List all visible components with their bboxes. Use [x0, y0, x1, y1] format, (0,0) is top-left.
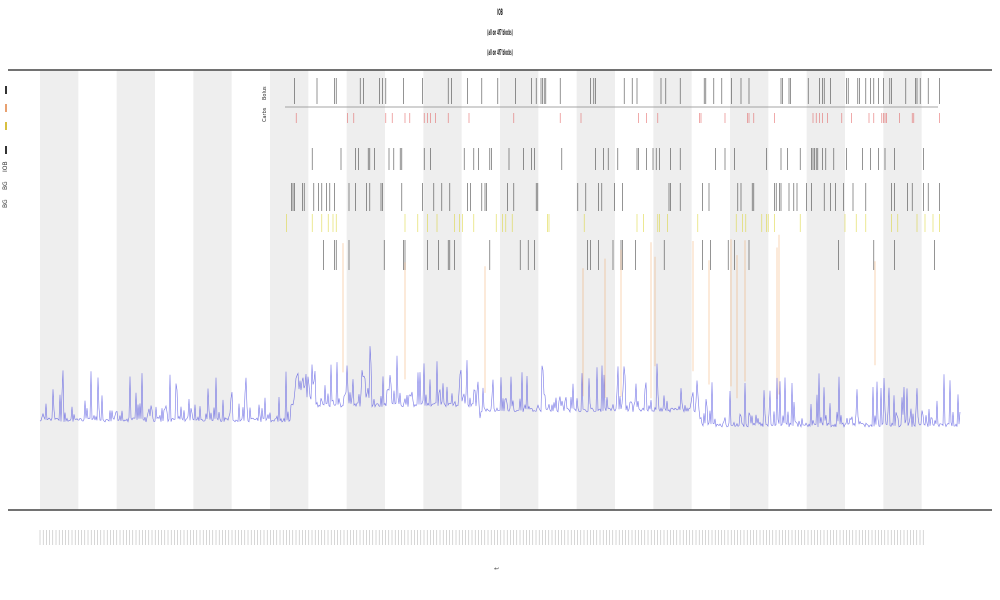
legend-item-bg-2: BG — [2, 199, 9, 208]
day-band — [576, 70, 615, 510]
day-band — [40, 70, 79, 510]
chart-subtitle-2: (all on 4f7 blocks) — [487, 48, 513, 57]
day-band — [730, 70, 769, 510]
x-axis-label: t — [493, 567, 501, 570]
legend-item-bg-1: BG — [2, 181, 9, 190]
day-band — [346, 70, 385, 510]
day-band — [653, 70, 692, 510]
day-band — [423, 70, 462, 510]
legend: IOB BG BG — [0, 80, 20, 208]
row-label-bolus: Bolus — [262, 86, 268, 100]
day-band — [116, 70, 155, 510]
day-band — [270, 70, 309, 510]
day-band — [806, 70, 845, 510]
day-band — [193, 70, 232, 510]
row-label-carbs: Carbs — [262, 107, 268, 122]
legend-item-iob: IOB — [2, 161, 9, 172]
chart-title: IOB — [497, 8, 503, 18]
chart-subtitle-1: (all on 4f7 blocks) — [487, 28, 513, 37]
iob-line — [39, 346, 961, 428]
day-band — [883, 70, 922, 510]
day-band — [500, 70, 539, 510]
